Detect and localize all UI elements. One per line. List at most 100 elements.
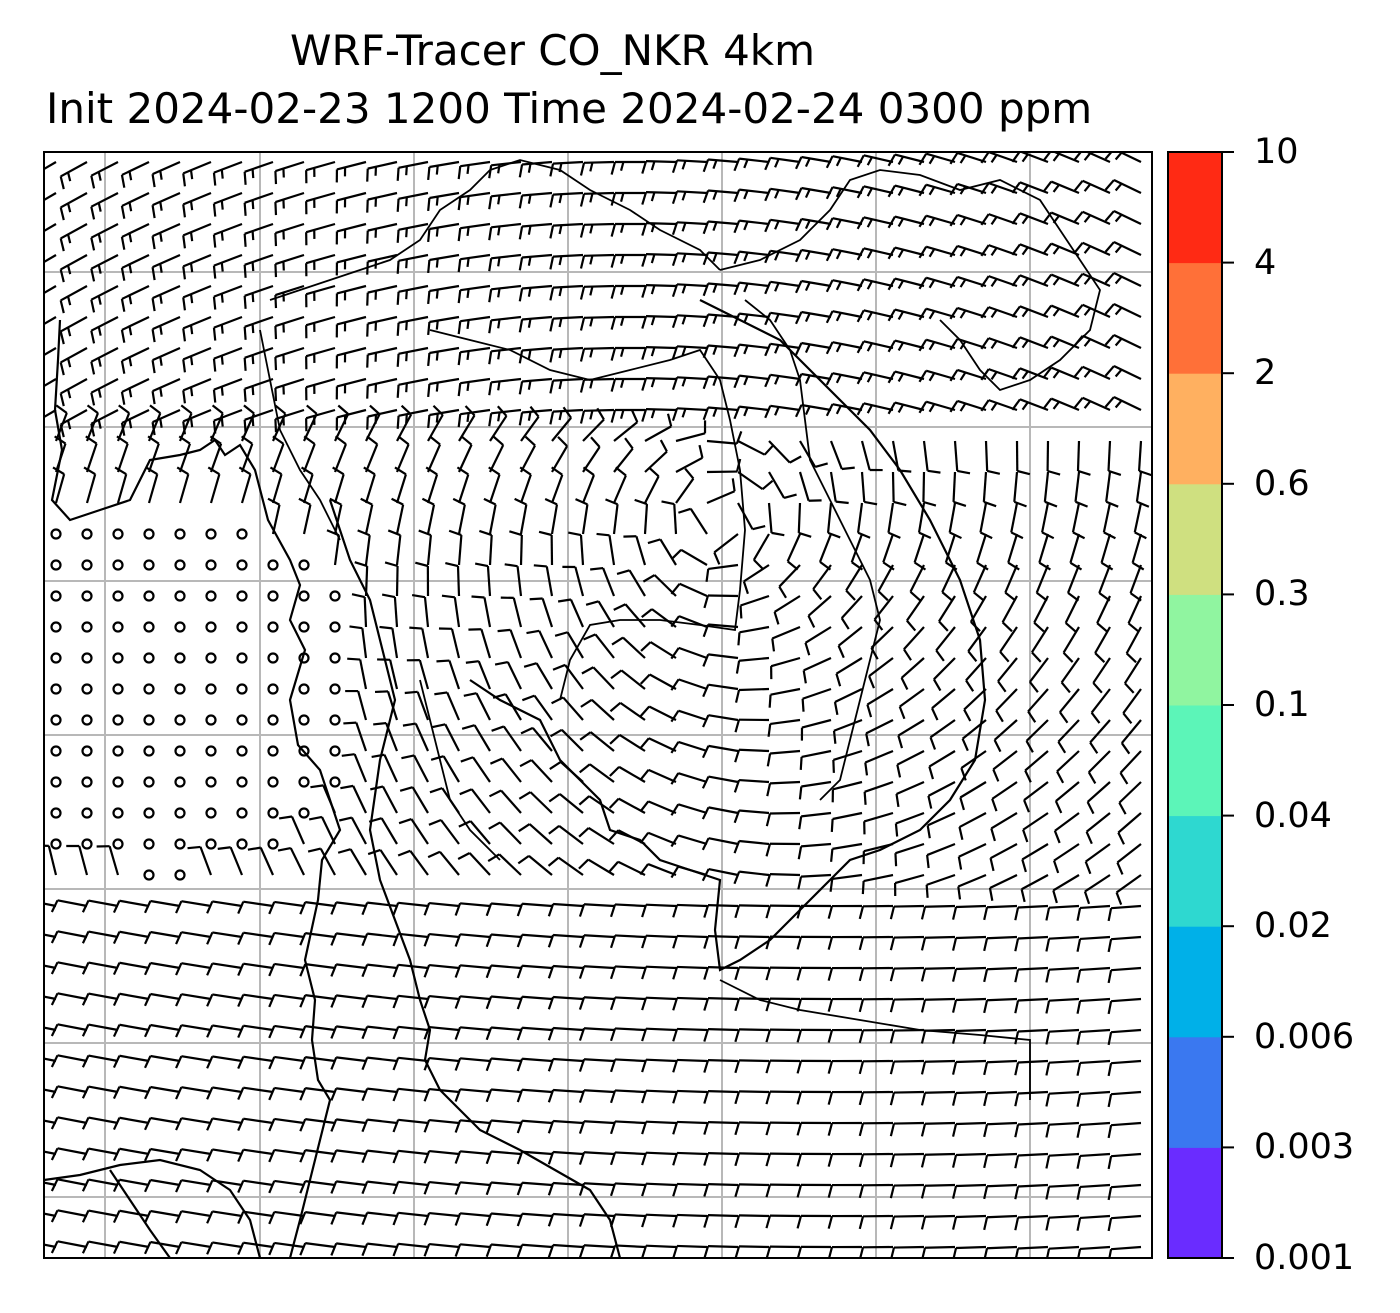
wind-barb	[672, 1058, 708, 1073]
wind-barb	[144, 899, 181, 914]
wind-barb	[672, 1120, 708, 1135]
wind-barb	[952, 997, 987, 1013]
wind-barb	[1004, 564, 1019, 602]
wind-barb	[90, 223, 119, 251]
calm-wind-circle	[112, 807, 124, 819]
calm-wind-circle	[50, 838, 62, 850]
wind-barb	[764, 218, 801, 233]
wind-barb	[274, 315, 305, 340]
wind-barb	[544, 498, 559, 535]
wind-barb	[737, 625, 770, 646]
wind-barb	[1125, 626, 1142, 664]
border-central	[429, 329, 746, 701]
wind-barb	[120, 378, 150, 405]
wind-barb	[889, 966, 925, 982]
wind-barb	[827, 935, 863, 950]
wind-barb	[112, 1209, 150, 1224]
wind-barb	[1064, 595, 1080, 633]
wind-barb	[641, 346, 677, 360]
wind-barb	[335, 222, 367, 245]
wind-barb	[112, 992, 150, 1007]
wind-barb	[856, 278, 894, 292]
wind-barb	[647, 538, 677, 566]
wind-barb	[579, 222, 615, 238]
wind-barb	[330, 1087, 367, 1101]
wind-barb	[921, 1245, 956, 1258]
wind-barb	[920, 904, 956, 920]
wind-barb	[856, 371, 894, 385]
wind-barb	[206, 1117, 243, 1131]
wind-barb	[733, 778, 770, 793]
wind-barb	[1104, 241, 1142, 256]
wind-barb	[1127, 595, 1143, 633]
wind-barb	[1073, 272, 1111, 288]
wind-barb	[972, 564, 988, 602]
wind-barb	[830, 842, 863, 862]
wind-barb	[837, 626, 863, 659]
wind-barb	[952, 1090, 987, 1106]
wind-barb	[983, 1028, 1018, 1045]
wind-barb	[112, 1023, 150, 1038]
wind-barb	[120, 161, 150, 188]
wind-barb	[765, 1059, 801, 1074]
wind-barb	[81, 961, 119, 975]
wind-barb	[457, 377, 491, 397]
wind-barb	[209, 404, 224, 442]
wind-barb	[887, 502, 901, 539]
wind-barb	[795, 341, 832, 356]
wind-barb	[274, 191, 305, 216]
wind-barb	[144, 1116, 181, 1131]
wind-barb	[485, 1088, 522, 1103]
colorbar-segment	[1168, 483, 1222, 595]
wind-barb	[829, 440, 855, 471]
wind-barb	[299, 1087, 336, 1101]
wind-barb	[909, 564, 925, 602]
wind-barb	[237, 900, 274, 915]
wind-barb	[701, 806, 739, 820]
wind-barb	[176, 466, 190, 504]
wind-barb	[175, 1086, 212, 1100]
calm-wind-circle	[112, 590, 124, 602]
wind-barb	[1046, 440, 1061, 476]
wind-barb	[305, 191, 336, 215]
wind-barb	[900, 657, 925, 691]
wind-barb	[670, 740, 708, 754]
calm-wind-circle	[205, 838, 217, 850]
wind-barb	[330, 1149, 367, 1163]
wind-barb	[893, 873, 925, 897]
wind-barb	[952, 966, 987, 982]
wind-barb	[471, 595, 492, 628]
wind-barb	[702, 653, 739, 667]
wind-barb	[547, 1119, 584, 1134]
wind-barb	[212, 160, 243, 186]
wind-barb	[457, 851, 491, 876]
wind-barb	[1073, 396, 1111, 412]
wind-barb	[1087, 750, 1111, 785]
wind-barb	[579, 253, 615, 269]
wind-barb	[903, 626, 925, 661]
wind-barb	[454, 1212, 491, 1226]
wind-barb	[734, 1245, 770, 1258]
calm-wind-circle	[298, 776, 310, 788]
wind-barb	[1123, 657, 1142, 694]
wind-barb	[918, 183, 956, 197]
calm-wind-circle	[267, 683, 279, 695]
wind-barb	[50, 1054, 88, 1068]
wind-barb	[459, 788, 491, 814]
wind-barb	[147, 435, 160, 473]
calm-wind-circle	[236, 714, 248, 726]
wind-barb	[479, 529, 493, 566]
wind-barb	[178, 404, 193, 442]
calm-wind-circle	[112, 652, 124, 664]
wind-barb	[1122, 688, 1142, 725]
wind-barb	[610, 191, 646, 206]
wind-barb	[44, 1243, 57, 1249]
wind-barb	[1119, 750, 1142, 785]
calm-wind-circle	[143, 559, 155, 571]
wind-barb	[827, 1121, 863, 1136]
wind-barb	[504, 563, 523, 597]
wind-barb	[548, 793, 584, 814]
wind-barb	[1107, 997, 1142, 1015]
wind-barb	[672, 996, 708, 1011]
wind-barb	[825, 341, 863, 355]
